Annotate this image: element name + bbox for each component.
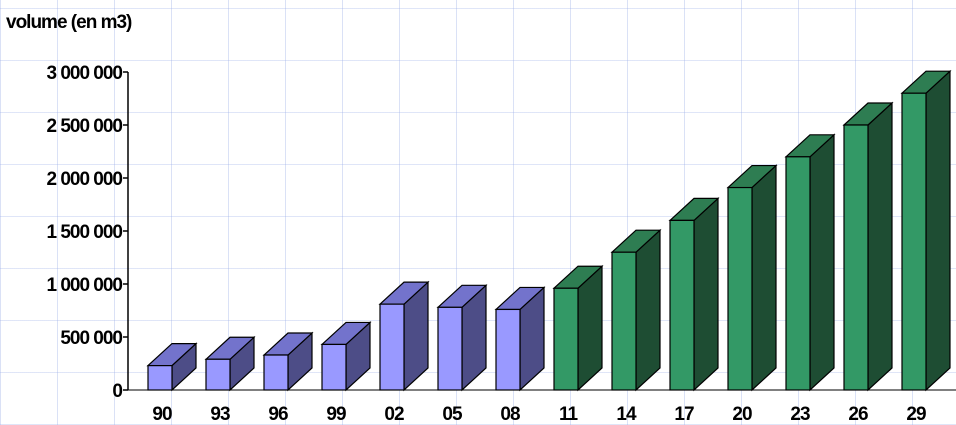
bar-front-face (553, 287, 579, 391)
x-tick-label: 93 (210, 404, 230, 425)
y-tick-label: 500 000 (60, 328, 122, 349)
bar-front-face (785, 156, 811, 391)
x-tick-label: 05 (442, 404, 463, 425)
x-tick-label: 99 (326, 404, 346, 425)
bar-front-face (147, 365, 173, 391)
y-tick-label: 0 (112, 381, 122, 402)
bar-front-face (437, 306, 463, 391)
y-axis-title: volume (en m3) (6, 12, 132, 33)
x-tick-label: 17 (674, 404, 694, 425)
y-tick-label: 1 000 000 (46, 275, 122, 296)
bar (146, 342, 198, 392)
bar-front-face (205, 358, 231, 391)
y-tick-label: 1 500 000 (46, 222, 122, 243)
bar (842, 101, 894, 392)
x-tick-label: 90 (152, 404, 172, 425)
x-tick-label: 14 (616, 404, 637, 425)
bar (552, 264, 604, 392)
bar (610, 228, 662, 392)
x-tick-label: 96 (268, 404, 288, 425)
bar-front-face (611, 251, 637, 391)
bar-front-face (901, 92, 927, 391)
bar-front-face (379, 303, 405, 391)
bar (668, 197, 720, 392)
x-tick-label: 20 (732, 404, 752, 425)
x-tick-label: 29 (906, 404, 926, 425)
bar-side-face (925, 69, 951, 392)
bar (436, 283, 488, 392)
y-tick-label: 3 000 000 (46, 63, 122, 84)
x-tick-label: 11 (559, 404, 579, 425)
bar-front-face (727, 186, 753, 391)
bar-front-face (321, 343, 347, 391)
x-tick-label: 08 (500, 404, 520, 425)
bar-side-face (867, 101, 893, 392)
x-tick-label: 26 (848, 404, 868, 425)
y-tick-label: 2 500 000 (46, 116, 122, 137)
bar-side-face (809, 133, 835, 392)
bar (784, 133, 836, 392)
bar-front-face (495, 308, 521, 391)
y-axis: 0 500 000 1 000 000 1 500 000 2 000 000 2 500… (46, 63, 129, 402)
bar-front-face (843, 124, 869, 391)
bar (494, 286, 546, 392)
bar-front-face (669, 219, 695, 391)
bar-side-face (751, 164, 777, 392)
x-tick-label: 02 (384, 404, 404, 425)
bar-side-face (635, 228, 661, 392)
bar-side-face (693, 197, 719, 392)
bar (726, 164, 778, 392)
bar (204, 335, 256, 392)
bar (378, 280, 430, 392)
y-tick-label: 2 000 000 (46, 169, 122, 190)
bar (900, 69, 952, 392)
bar (262, 331, 314, 392)
x-axis: 90 93 96 99 02 05 08 11 14 17 20 23 26 29 (128, 389, 956, 425)
x-tick-label: 23 (790, 404, 810, 425)
bar (320, 321, 372, 392)
bar-front-face (263, 354, 289, 391)
bars-group (146, 69, 952, 392)
